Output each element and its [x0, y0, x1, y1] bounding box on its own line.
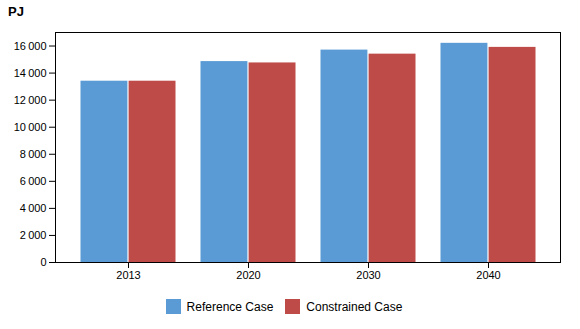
html-text:Constrained Case: Constrained Case	[306, 299, 403, 314]
svg-text:2040: 2040	[476, 269, 500, 281]
html-text:PJ: PJ	[8, 4, 24, 19]
svg-text:2030: 2030	[356, 269, 380, 281]
svg-text:10 000: 10 000	[14, 121, 47, 133]
html-text:Reference Case: Reference Case	[186, 299, 274, 314]
svg-text:2013: 2013	[116, 269, 140, 281]
svg-text:2 000: 2 000	[20, 229, 47, 241]
svg-text:16 000: 16 000	[14, 40, 47, 52]
svg-text:8 000: 8 000	[20, 148, 47, 160]
svg-text:12 000: 12 000	[14, 94, 47, 106]
svg-text:14 000: 14 000	[14, 67, 47, 79]
svg-text:6 000: 6 000	[20, 175, 47, 187]
svg-text:2020: 2020	[236, 269, 260, 281]
svg-text:0: 0	[40, 256, 46, 268]
svg-text:4 000: 4 000	[20, 202, 47, 214]
